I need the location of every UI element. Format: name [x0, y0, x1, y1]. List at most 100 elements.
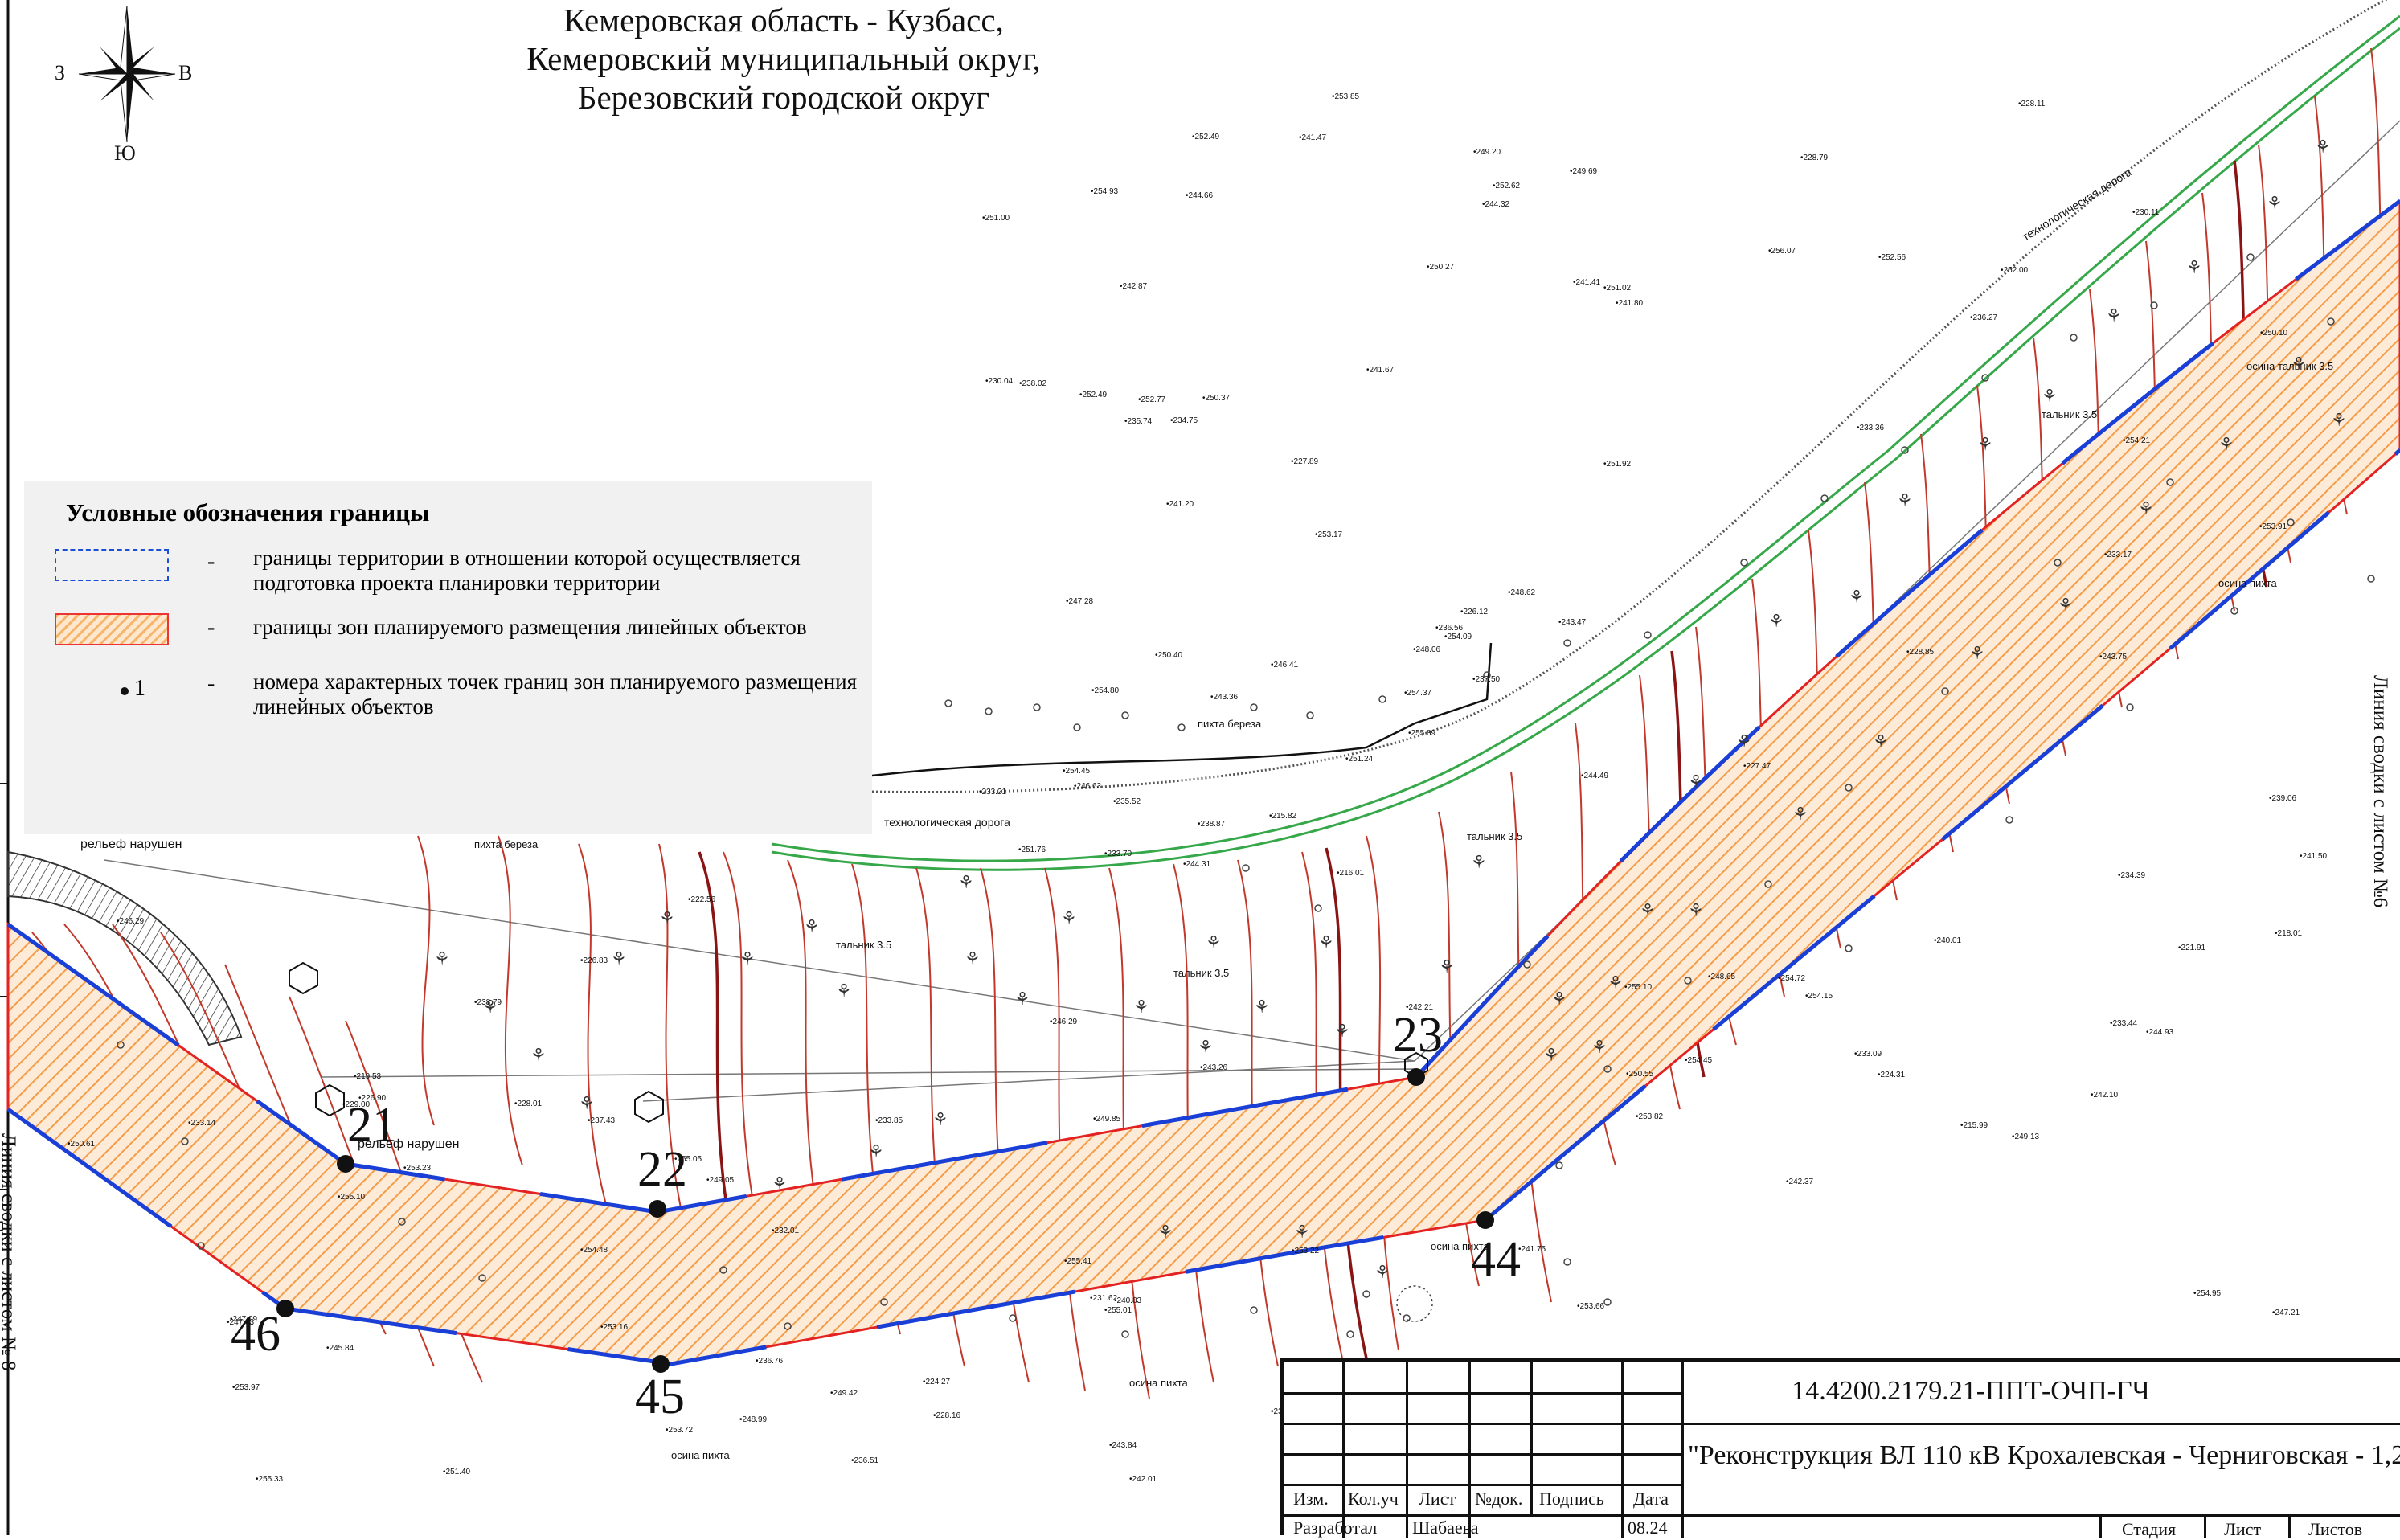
elevation-label: •250.27 [1427, 263, 1455, 272]
elevation-label: •256.07 [1768, 247, 1796, 256]
elevation-label: •226.83 [580, 956, 608, 965]
elevation-label: •249.85 [1093, 1115, 1121, 1124]
elevation-label: •251.92 [1603, 460, 1632, 469]
elevation-label: •242.37 [1786, 1178, 1814, 1186]
characteristic-points [276, 1068, 1494, 1373]
elevation-label: •253.23 [403, 1164, 432, 1173]
point-44 [1476, 1211, 1494, 1229]
legend-text-points: номера характерных точек границ зон план… [253, 670, 858, 719]
elevation-label: •240.83 [1114, 1296, 1142, 1305]
elevation-label: •254.37 [1404, 689, 1432, 698]
col-koluch: Кол.уч [1348, 1489, 1399, 1509]
elevation-label: •224.31 [1878, 1071, 1906, 1079]
point-label-22: 22 [637, 1142, 687, 1197]
point-label-21: 21 [347, 1098, 397, 1153]
elevation-label: •226.12 [1460, 608, 1489, 616]
elevation-label: •254.45 [1063, 767, 1091, 776]
elevation-label: •252.49 [1192, 133, 1220, 141]
elevation-label: •252.00 [2001, 266, 2029, 275]
svg-text:⚘: ⚘ [1768, 611, 1784, 631]
elevation-label: •244.31 [1183, 860, 1211, 869]
elevation-label: •255.10 [1624, 983, 1653, 992]
elevation-marks: •244.31 •246.63 •247.09 •248.06 •249.05 •249.… [68, 92, 2328, 1484]
svg-text:⚘: ⚘ [1198, 1037, 1214, 1057]
svg-text:⚘: ⚘ [1640, 900, 1656, 920]
svg-text:⚘: ⚘ [1608, 973, 1624, 993]
zone-boundary-blue [6, 199, 2400, 1366]
elevation-label: •222.56 [688, 895, 716, 904]
elevation-label: •253.97 [232, 1383, 260, 1392]
svg-text:⚘: ⚘ [1736, 731, 1752, 752]
elevation-label: •236.56 [1435, 624, 1464, 633]
svg-text:⚘: ⚘ [2291, 354, 2307, 374]
relief-label-2: рельеф нарушен [358, 1137, 459, 1151]
svg-text:⚘: ⚘ [1439, 956, 1455, 977]
elevation-label: •255.41 [1064, 1257, 1092, 1266]
elevation-label: •228.01 [514, 1100, 543, 1108]
legend-dash: - [207, 671, 215, 696]
elevation-label: •242.21 [1406, 1003, 1434, 1012]
elevation-label: •228.16 [933, 1411, 961, 1420]
elevation-label: •242.87 [1120, 282, 1148, 291]
elevation-label: •255.05 [674, 1155, 702, 1164]
elevation-label: •232.01 [772, 1227, 800, 1235]
elevation-label: •233.09 [1854, 1050, 1882, 1059]
svg-text:⚘: ⚘ [1591, 1037, 1608, 1057]
dashed-boundary-symbol [55, 549, 169, 581]
compass-east: В [178, 61, 193, 84]
author-name: Шабаева [1412, 1517, 1479, 1538]
svg-text:⚘: ⚘ [2106, 305, 2122, 326]
elevation-label: •250.55 [1626, 1070, 1654, 1079]
elevation-label: •239.06 [2269, 794, 2297, 803]
elevation-label: •248.62 [1508, 588, 1536, 597]
elevation-label: •247.28 [1066, 597, 1094, 606]
elevation-label: •249.13 [2012, 1132, 2040, 1141]
elevation-label: •233.21 [979, 788, 1007, 797]
elevation-label: •228.11 [2018, 100, 2046, 109]
stage-label: Стадия [2122, 1519, 2177, 1539]
elevation-label: •233.17 [2104, 551, 2132, 559]
osina-label-4: осина пихта [2218, 577, 2277, 589]
legend-dash: - [207, 615, 215, 640]
elevation-label: •254.21 [2123, 436, 2151, 445]
project-title: "Реконструкция ВЛ 110 кВ Крохалевская - … [1688, 1440, 2400, 1470]
elevation-label: •226.90 [358, 1094, 387, 1103]
elevation-label: •216.01 [1337, 869, 1365, 878]
tal-label-1: тальник 3.5 [836, 939, 891, 951]
elevation-label: •237.50 [1472, 675, 1501, 684]
elevation-label: •249.42 [830, 1389, 858, 1398]
survey-markers [289, 961, 1428, 1124]
elevation-label: •253.66 [1577, 1302, 1605, 1311]
svg-text:⚘: ⚘ [434, 948, 450, 969]
elevation-label: •219.53 [354, 1072, 382, 1081]
compass-south: Ю [114, 141, 136, 165]
elevation-label: •230.04 [985, 377, 1014, 386]
svg-text:⚘: ⚘ [1318, 932, 1334, 952]
svg-text:⚘: ⚘ [1873, 731, 1889, 752]
elevation-label: •248.65 [1708, 973, 1736, 981]
title-block: Изм. Кол.уч Лист №док. Подпись Дата Разр… [1280, 1358, 2400, 1539]
point-label-23: 23 [1393, 1008, 1443, 1063]
elevation-label: •249.20 [1473, 148, 1501, 157]
elevation-label: •230.11 [2132, 208, 2160, 217]
elevation-label: •233.44 [2110, 1019, 2138, 1028]
elevation-label: •253.17 [1315, 530, 1343, 539]
elevation-label: •237.43 [588, 1116, 616, 1125]
elevation-label: •255.89 [1408, 729, 1436, 738]
svg-text:⚘: ⚘ [958, 872, 974, 892]
svg-text:⚘: ⚘ [1897, 490, 1913, 510]
header-line-3: Березовский городской округ [577, 79, 990, 116]
svg-text:⚘: ⚘ [1977, 434, 1993, 454]
elevation-label: •235.74 [1124, 417, 1153, 426]
svg-text:⚘: ⚘ [482, 997, 498, 1017]
osina-label-2: осина пихта [1129, 1377, 1188, 1389]
svg-text:⚘: ⚘ [804, 916, 820, 936]
point-45 [652, 1355, 670, 1373]
elevation-label: •253.22 [1292, 1247, 1320, 1255]
svg-text:⚘: ⚘ [1688, 772, 1704, 792]
svg-text:⚘: ⚘ [772, 1173, 788, 1194]
svg-text:⚘: ⚘ [2186, 257, 2202, 277]
elevation-label: •242.10 [2091, 1091, 2119, 1100]
elevation-label: •254.09 [1444, 633, 1472, 641]
